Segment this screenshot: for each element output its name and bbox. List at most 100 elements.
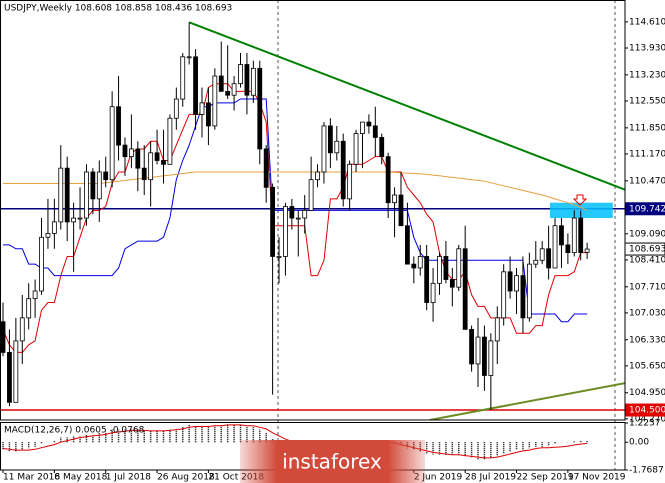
candle-body [71, 217, 77, 223]
candle-body [526, 263, 532, 319]
candle-body [571, 217, 577, 254]
candle-body [193, 56, 198, 115]
candle-body [270, 186, 276, 257]
y-tick-label: 106.330 [629, 335, 665, 345]
trendline [429, 382, 625, 420]
candle-body [161, 160, 166, 165]
y-tick-label: 114.610 [629, 17, 665, 27]
y-tick-label: 107.710 [629, 282, 665, 292]
price-pane [0, 21, 625, 420]
y-tick-label: 110.470 [629, 176, 665, 186]
y-tick-label: 107.030 [629, 308, 665, 318]
price-title: USDJPY,Weekly 108.608 108.858 108.436 10… [4, 4, 232, 14]
candle-body [109, 106, 115, 181]
candle-body [385, 156, 391, 204]
candle-body [212, 75, 218, 127]
candle-body [584, 248, 590, 253]
candle-body [347, 163, 353, 200]
candle-body [103, 171, 109, 181]
candle-body [366, 121, 372, 127]
candle-body [96, 171, 102, 200]
level-label: 109.742 [629, 204, 665, 214]
candle-body [546, 248, 552, 269]
candle-body [411, 263, 417, 269]
trendline [188, 21, 625, 191]
candle-body [392, 194, 397, 204]
candle-body [84, 171, 89, 219]
y-tick-label: 108.410 [629, 255, 665, 265]
candle-body [405, 225, 410, 265]
zone [549, 202, 613, 219]
candle-body [39, 236, 44, 292]
candle-body [199, 102, 205, 115]
candle-body [315, 171, 320, 181]
candle-body [379, 137, 385, 158]
candle-body [263, 148, 269, 188]
y-tick-label: 105.650 [629, 361, 665, 371]
candle-body [321, 125, 327, 173]
candle-body [64, 167, 70, 223]
candle-body [302, 209, 308, 219]
candle-body [372, 125, 378, 138]
candle-body [51, 221, 57, 234]
y-tick-label: 0.00 [629, 438, 649, 448]
candle-body [469, 328, 474, 365]
candle-body [173, 98, 179, 119]
candle-body [559, 225, 564, 246]
y-tick-label: 111.850 [629, 123, 665, 133]
candle-body [437, 256, 442, 284]
candle-body [360, 121, 365, 135]
candle-body [244, 64, 250, 96]
candle-body [539, 248, 545, 261]
candle-body [507, 271, 513, 292]
candle-body [135, 148, 141, 169]
candle-body [141, 167, 147, 181]
y-tick-label: 113.230 [629, 70, 665, 80]
y-tick-label: 1.2237 [629, 419, 661, 429]
candle-body [424, 256, 430, 303]
candle-body [180, 56, 186, 100]
candle-body [533, 259, 539, 265]
candle-body [13, 340, 19, 403]
y-tick-label: 104.270 [629, 414, 665, 424]
candle-body [308, 179, 314, 211]
candle-body [398, 194, 404, 227]
axis-layer: 114.610 113.930 113.230 112.550 111.850 111.1… [2, 17, 665, 483]
candle-body [340, 140, 346, 200]
candle-body [58, 167, 64, 223]
candle-body [45, 233, 51, 238]
indicator-line [3, 98, 588, 323]
candle-body [225, 90, 231, 96]
candle-body [19, 317, 25, 342]
y-tick-label: 113.930 [629, 43, 665, 53]
y-tick-label: 112.550 [629, 96, 665, 106]
candle-body [77, 217, 83, 220]
macd-title: MACD(12,26,7) 0.0605 -0.0768 [4, 426, 145, 436]
candle-body [295, 217, 301, 220]
candle-body [206, 102, 211, 127]
candle-body [0, 321, 6, 353]
candle-body [462, 248, 468, 330]
candle-body [148, 152, 154, 181]
candle-body [552, 225, 558, 269]
candle-body [238, 64, 243, 85]
candle-body [167, 117, 173, 165]
x-tick-label: 28 Jul 2019 [465, 473, 516, 483]
candle-body [443, 256, 449, 280]
indicator-line [2, 83, 588, 353]
candle-body [90, 171, 96, 200]
watermark-band [240, 440, 425, 483]
candle-body [488, 340, 494, 376]
candle-body [7, 352, 12, 403]
candle-body [231, 83, 237, 96]
candle-body [250, 67, 256, 96]
candle-body [334, 140, 340, 154]
candle-body [218, 75, 224, 92]
candle-body [327, 125, 333, 154]
x-tick-label: 1 Jul 2018 [106, 473, 151, 483]
candle-body [283, 206, 288, 257]
candle-body [353, 133, 359, 165]
candle-body [116, 106, 121, 146]
y-tick-label: 104.950 [629, 388, 665, 398]
